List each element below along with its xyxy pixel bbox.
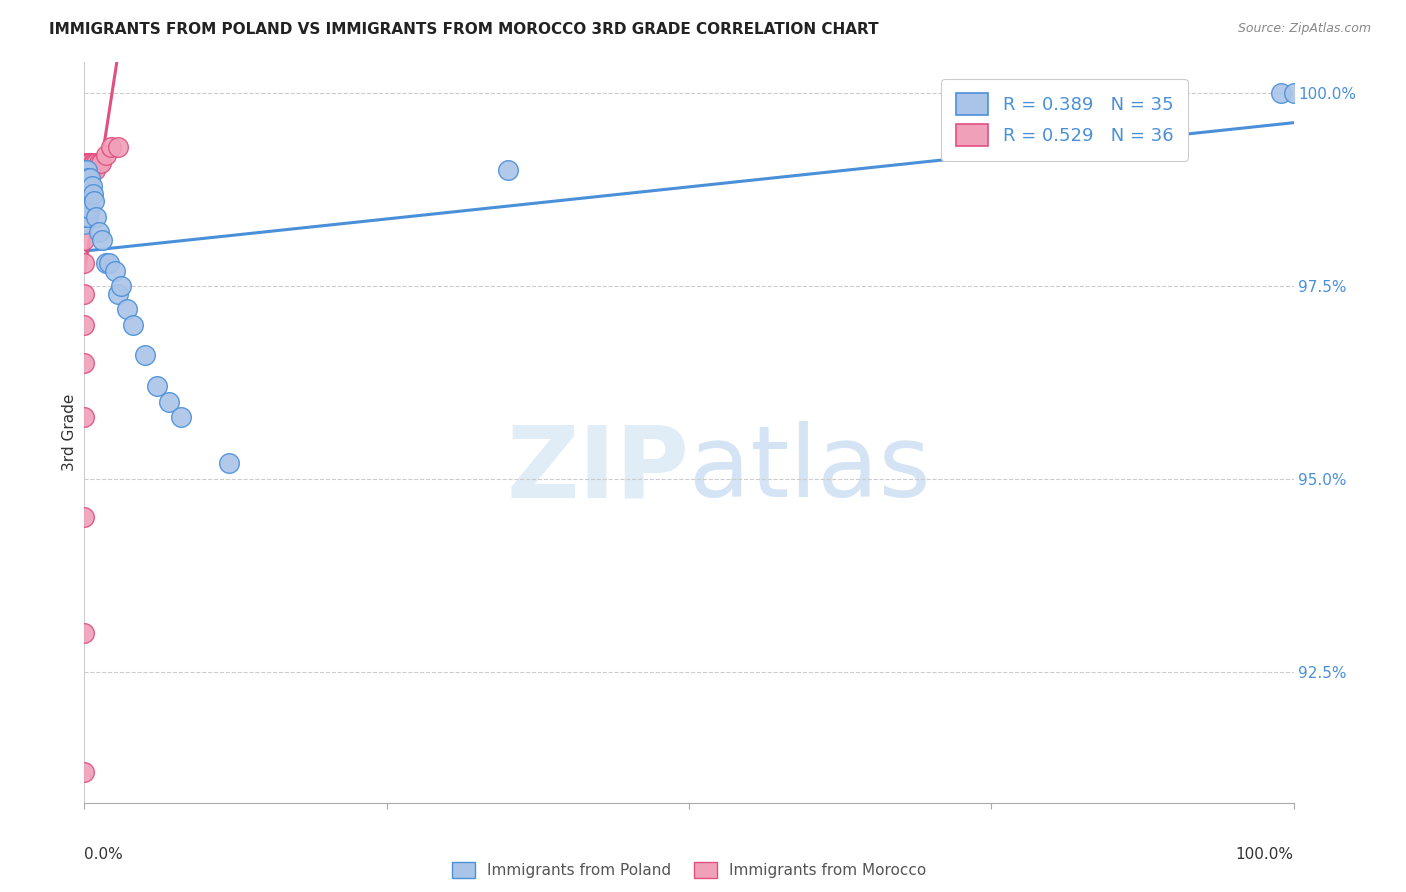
Point	[107, 286, 129, 301]
Point	[76, 155, 98, 169]
Point	[73, 410, 96, 425]
Point	[82, 155, 104, 169]
Point	[76, 178, 98, 193]
Point	[82, 186, 104, 201]
Point	[83, 155, 105, 169]
Point	[75, 178, 97, 193]
Point	[79, 155, 101, 169]
Point	[104, 263, 127, 277]
Point	[1270, 87, 1292, 101]
Point	[90, 155, 112, 169]
Point	[73, 171, 96, 186]
Point	[77, 186, 100, 201]
Point	[77, 171, 100, 186]
Point	[79, 171, 101, 186]
Point	[87, 155, 110, 169]
Point	[73, 318, 96, 332]
Point	[110, 279, 132, 293]
Point	[100, 140, 122, 154]
Point	[73, 202, 96, 216]
Point	[73, 163, 96, 178]
Point	[115, 302, 138, 317]
Point	[73, 256, 96, 270]
Point	[73, 764, 96, 779]
Point	[80, 163, 103, 178]
Point	[86, 155, 108, 169]
Y-axis label: 3rd Grade: 3rd Grade	[62, 394, 77, 471]
Point	[87, 225, 110, 239]
Point	[73, 171, 96, 186]
Point	[77, 186, 100, 201]
Point	[73, 286, 96, 301]
Point	[73, 210, 96, 224]
Text: IMMIGRANTS FROM POLAND VS IMMIGRANTS FROM MOROCCO 3RD GRADE CORRELATION CHART: IMMIGRANTS FROM POLAND VS IMMIGRANTS FRO…	[49, 22, 879, 37]
Point	[73, 194, 96, 209]
Point	[77, 155, 100, 169]
Point	[73, 626, 96, 640]
Point	[79, 202, 101, 216]
Point	[73, 218, 96, 232]
Point	[79, 171, 101, 186]
Point	[73, 186, 96, 201]
Point	[75, 155, 97, 169]
Point	[73, 171, 96, 186]
Text: 100.0%: 100.0%	[1236, 847, 1294, 863]
Point	[76, 202, 98, 216]
Point	[121, 318, 143, 332]
Point	[84, 163, 107, 178]
Point	[73, 155, 96, 169]
Point	[83, 194, 105, 209]
Point	[1282, 87, 1305, 101]
Text: atlas: atlas	[689, 421, 931, 518]
Point	[91, 233, 114, 247]
Point	[75, 210, 97, 224]
Point	[76, 163, 98, 178]
Point	[97, 256, 120, 270]
Text: 0.0%: 0.0%	[84, 847, 124, 863]
Point	[73, 510, 96, 524]
Point	[170, 410, 193, 425]
Point	[146, 379, 169, 393]
Point	[80, 178, 103, 193]
Point	[77, 210, 100, 224]
Point	[77, 163, 100, 178]
Point	[75, 194, 97, 209]
Point	[75, 171, 97, 186]
Point	[157, 394, 180, 409]
Point	[94, 256, 117, 270]
Point	[107, 140, 129, 154]
Text: Source: ZipAtlas.com: Source: ZipAtlas.com	[1237, 22, 1371, 36]
Point	[77, 178, 100, 193]
Point	[73, 356, 96, 370]
Point	[73, 233, 96, 247]
Point	[94, 148, 117, 162]
Point	[134, 349, 156, 363]
Point	[496, 163, 519, 178]
Point	[218, 457, 240, 471]
Point	[86, 210, 108, 224]
Text: ZIP: ZIP	[506, 421, 689, 518]
Point	[73, 202, 96, 216]
Legend: R = 0.389   N = 35, R = 0.529   N = 36: R = 0.389 N = 35, R = 0.529 N = 36	[941, 78, 1188, 161]
